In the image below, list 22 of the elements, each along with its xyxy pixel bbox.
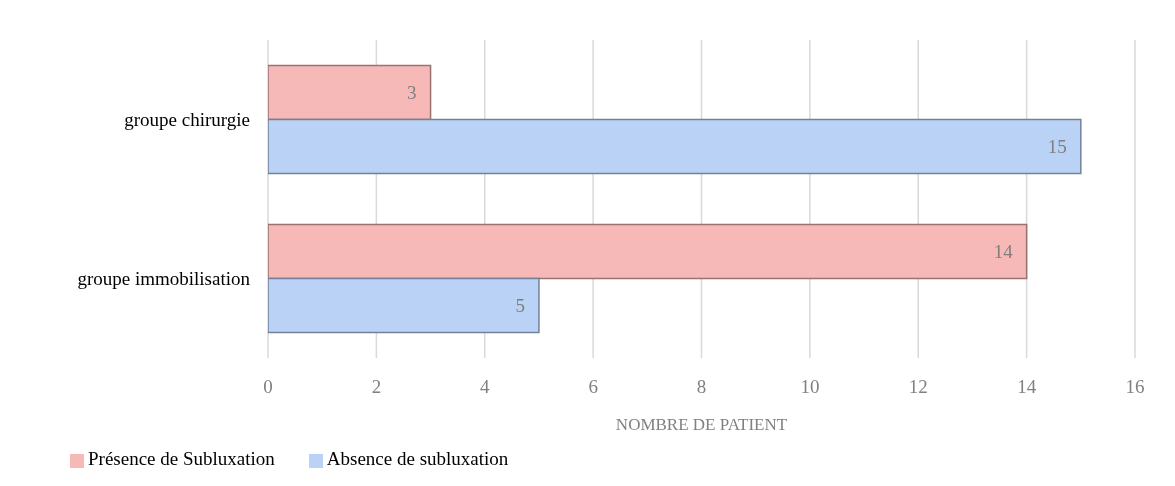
x-tick-label: 8 [696, 376, 707, 398]
x-axis-title: NOMBRE DE PATIENT [615, 415, 788, 434]
x-tick-label: 6 [588, 376, 598, 398]
data-label: 5 [515, 295, 525, 317]
x-tick-label: 14 [1017, 376, 1037, 398]
bar [268, 223, 1028, 280]
bar [268, 118, 1082, 175]
data-label: 14 [993, 241, 1014, 263]
legend-label: Absence de subluxation [326, 448, 509, 469]
y-tick-label: groupe chirurgie [124, 109, 250, 131]
x-tick-label: 2 [371, 376, 382, 398]
x-tick-label: 4 [480, 376, 490, 398]
x-tick-label: 0 [263, 376, 273, 398]
data-label: 3 [407, 82, 417, 104]
data-label: 15 [1047, 136, 1067, 158]
bar [268, 277, 540, 334]
x-tick-label: 12 [908, 376, 928, 398]
legend-label: Présence de Subluxation [88, 448, 275, 469]
bar [268, 64, 432, 121]
y-tick-label: groupe immobilisation [77, 268, 251, 290]
x-tick-label: 10 [800, 376, 820, 398]
x-tick-label: 16 [1125, 376, 1145, 398]
